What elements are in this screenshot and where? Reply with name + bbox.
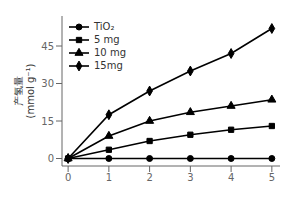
svg-text:1: 1 [106, 172, 112, 183]
svg-text:30: 30 [41, 78, 54, 89]
svg-text:45: 45 [41, 41, 54, 52]
svg-text:15: 15 [41, 116, 54, 127]
svg-text:产氢量(mmol g⁻¹): 产氢量(mmol g⁻¹) [13, 63, 36, 118]
html-text:5 mg: 5 mg [94, 34, 120, 45]
svg-text:4: 4 [228, 172, 234, 183]
html-text:15mg: 15mg [94, 60, 123, 71]
html-text:TiO₂: TiO₂ [94, 21, 115, 32]
svg-text:3: 3 [187, 172, 193, 183]
svg-text:0: 0 [48, 153, 54, 164]
svg-text:2: 2 [146, 172, 152, 183]
svg-text:0: 0 [65, 172, 71, 183]
html-text:10 mg: 10 mg [94, 47, 126, 58]
svg-text:5: 5 [269, 172, 275, 183]
